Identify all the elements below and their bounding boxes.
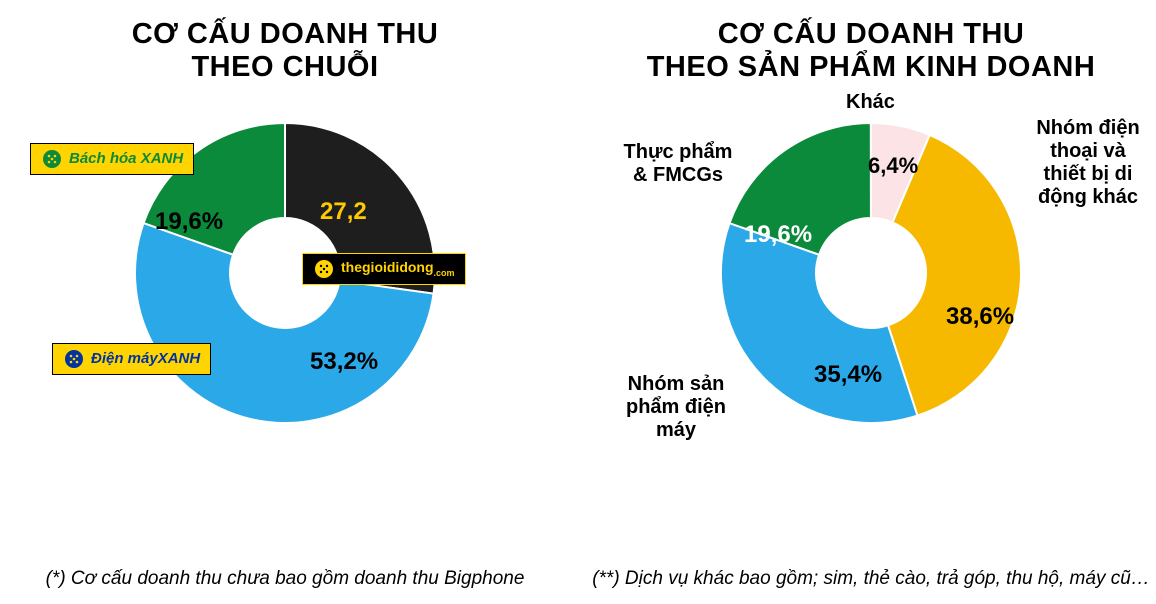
badge-dmx: Điện máyXANH — [52, 343, 211, 375]
panel-revenue-by-chain: CƠ CẤU DOANH THU THEO CHUỖI 27,2 53,2% 1… — [0, 0, 570, 604]
label-fmcg: Thực phẩm & FMCGs — [608, 141, 748, 187]
label-phone: Nhóm điện thoại và thiết bị di động khác — [1018, 117, 1156, 209]
pct-other: 6,4% — [868, 153, 918, 179]
badge-tgdd-text: thegioididong.com — [341, 259, 455, 278]
panel-revenue-by-product: CƠ CẤU DOANH THU THEO SẢN PHẨM KINH DOAN… — [586, 0, 1156, 604]
badge-bhx-text: Bách hóa XANH — [69, 150, 183, 167]
donut-left-wrap: 27,2 53,2% 19,6% Bách hóa XANH thegioidi… — [0, 93, 570, 493]
pct-bhx: 19,6% — [155, 208, 223, 236]
badge-dmx-text: Điện máyXANH — [91, 350, 200, 367]
label-appliance: Nhóm sản phẩm điện máy — [606, 373, 746, 442]
title-left-line2: THEO CHUỖI — [191, 51, 378, 83]
dmx-icon — [63, 348, 85, 370]
bhx-icon — [41, 148, 63, 170]
badge-bhx: Bách hóa XANH — [30, 143, 194, 175]
footnote-left: (*) Cơ cấu doanh thu chưa bao gồm doanh … — [0, 568, 570, 590]
title-right-line2: THEO SẢN PHẨM KINH DOANH — [647, 51, 1096, 83]
title-right-line1: CƠ CẤU DOANH THU — [718, 18, 1025, 50]
donut-right-wrap: 38,6% 35,4% 19,6% 6,4% Khác Nhóm điện th… — [586, 93, 1156, 493]
title-right: CƠ CẤU DOANH THU THEO SẢN PHẨM KINH DOAN… — [586, 18, 1156, 85]
label-other: Khác — [846, 91, 895, 114]
pct-phone: 38,6% — [946, 303, 1014, 331]
pct-tgdd: 27,2 — [320, 198, 367, 226]
tgdd-icon — [313, 258, 335, 280]
pct-fmcg: 19,6% — [744, 221, 812, 249]
pct-dmx: 53,2% — [310, 348, 378, 376]
pct-appliance: 35,4% — [814, 361, 882, 389]
title-left: CƠ CẤU DOANH THU THEO CHUỖI — [0, 18, 570, 85]
title-left-line1: CƠ CẤU DOANH THU — [132, 18, 439, 50]
badge-tgdd: thegioididong.com — [302, 253, 466, 285]
page: CƠ CẤU DOANH THU THEO CHUỖI 27,2 53,2% 1… — [0, 0, 1156, 604]
footnote-right: (**) Dịch vụ khác bao gồm; sim, thẻ cào,… — [586, 568, 1156, 590]
